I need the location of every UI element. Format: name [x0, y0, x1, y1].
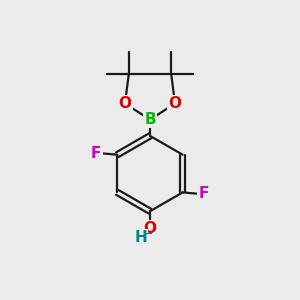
Text: O: O — [143, 221, 157, 236]
Text: H: H — [134, 230, 147, 245]
Text: F: F — [199, 186, 209, 201]
Text: F: F — [91, 146, 101, 161]
Text: O: O — [169, 96, 182, 111]
Text: B: B — [144, 112, 156, 127]
Text: −: − — [144, 229, 153, 239]
Text: O: O — [118, 96, 131, 111]
